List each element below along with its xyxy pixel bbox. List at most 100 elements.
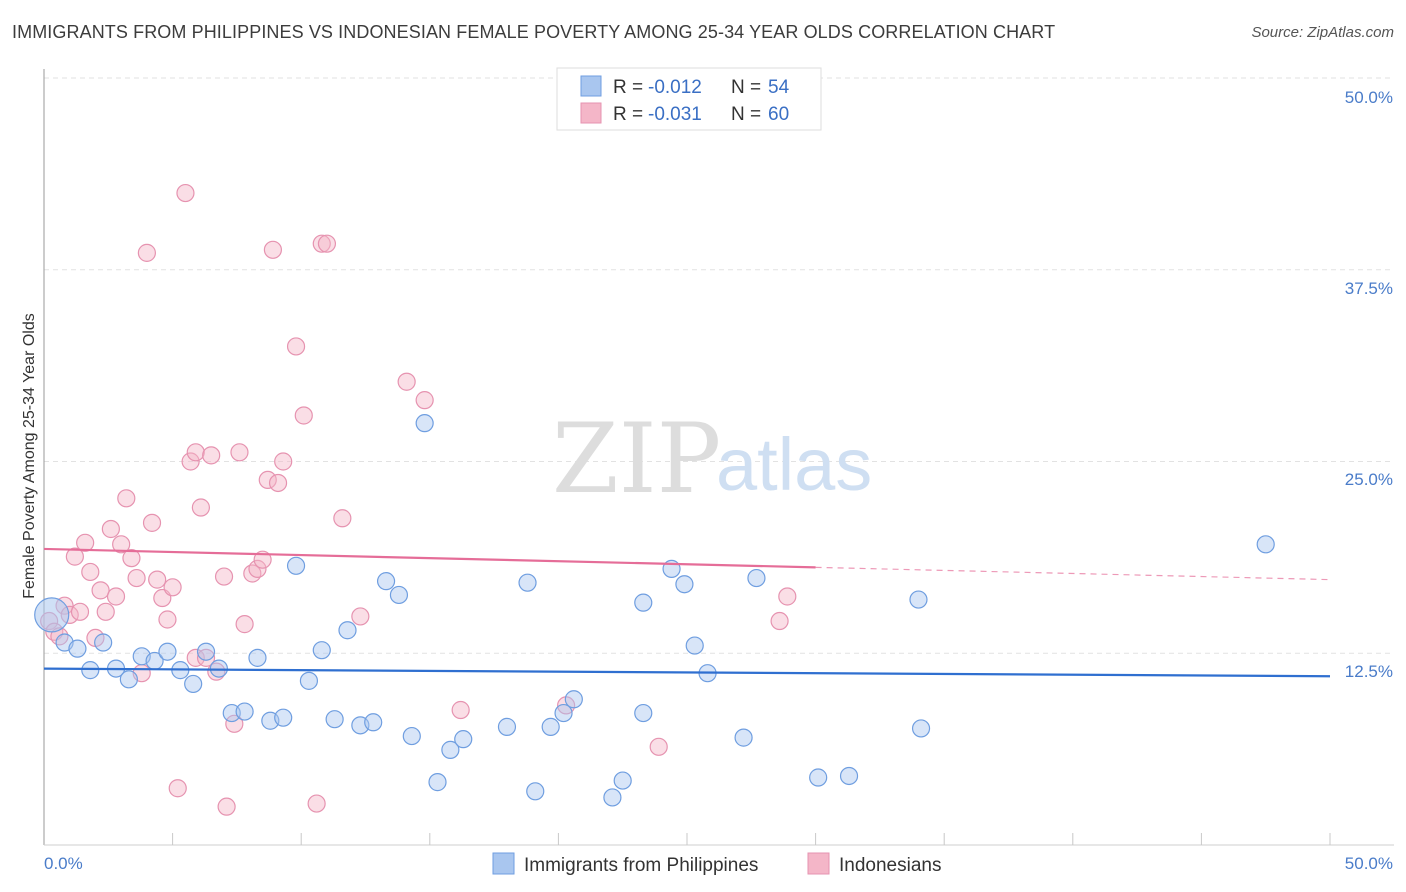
indonesians-trend-extension: [815, 566, 1331, 581]
indonesians-point: [253, 550, 272, 569]
philippines-trend-line: [43, 667, 1331, 678]
indonesians-point: [268, 473, 288, 493]
philippines-point: [603, 788, 622, 807]
stats-box: R = -0.012 N = 54 R = -0.031 N = 60: [556, 67, 822, 131]
source-credit: Source: ZipAtlas.com: [1251, 24, 1394, 41]
philippines-point: [554, 703, 573, 723]
philippines-point: [286, 556, 306, 575]
indonesians-point: [168, 779, 187, 798]
indonesians-point: [202, 446, 221, 465]
indonesians-point: [148, 570, 167, 589]
legend-swatch-philippines: [492, 852, 515, 875]
indonesians-point: [122, 549, 141, 568]
axes: [43, 69, 1394, 846]
indonesians-point: [106, 587, 126, 606]
indonesians-point: [112, 535, 131, 554]
indonesians-point: [137, 243, 156, 262]
philippines-point: [747, 568, 766, 588]
philippines-point: [911, 719, 931, 738]
indonesians-point: [351, 607, 370, 626]
indonesians-point: [770, 611, 789, 631]
watermark-zip: ZIP: [552, 403, 721, 515]
indonesians-trend-line: [43, 547, 816, 569]
indonesians-point: [127, 568, 146, 588]
philippines-point: [1256, 535, 1275, 554]
indonesians-point: [142, 513, 162, 532]
stats-r-label-blue: R =: [613, 77, 643, 98]
legend-label-indonesians: Indonesians: [839, 855, 941, 876]
indonesians-point: [186, 443, 205, 462]
stats-r-value-pink: -0.031: [648, 104, 702, 125]
indonesians-point: [70, 602, 90, 621]
y-tick-label-37-5: 37.5%: [1345, 279, 1393, 298]
indonesians-point: [415, 391, 434, 410]
philippines-point: [68, 639, 87, 658]
y-axis-label: Female Poverty Among 25-34 Year Olds: [21, 313, 38, 599]
philippines-point: [734, 728, 753, 747]
philippines-point: [454, 730, 473, 749]
philippines-point: [235, 702, 254, 721]
indonesians-point: [191, 498, 210, 517]
philippines-point: [526, 782, 545, 801]
legend: Immigrants from Philippines Indonesians: [492, 852, 941, 876]
philippines-point: [196, 642, 216, 661]
philippines-point: [675, 575, 694, 594]
indonesians-point: [196, 648, 216, 667]
philippines-points: [34, 414, 1275, 807]
philippines-point: [325, 710, 344, 729]
philippines-point: [839, 766, 859, 786]
philippines-point: [94, 633, 113, 652]
indonesians-point: [286, 337, 306, 356]
philippines-point: [376, 572, 396, 591]
philippines-point: [541, 717, 560, 736]
indonesians-point: [91, 581, 110, 600]
indonesians-point: [274, 452, 293, 471]
indonesians-point: [181, 452, 200, 471]
y-tick-labels: 12.5% 25.0% 37.5% 50.0%: [1345, 88, 1393, 681]
indonesians-point: [117, 489, 136, 508]
philippines-point: [402, 726, 421, 746]
legend-swatch-indonesians: [807, 852, 830, 875]
indonesians-point: [294, 406, 313, 425]
philippines-point: [415, 414, 434, 433]
philippines-point: [518, 573, 537, 592]
philippines-point: [685, 636, 704, 655]
indonesians-point: [263, 240, 283, 259]
indonesians-point: [214, 567, 234, 586]
stats-n-value-pink: 60: [768, 104, 789, 125]
indonesians-point: [176, 183, 195, 203]
indonesians-point: [333, 509, 352, 528]
indonesians-point: [81, 562, 100, 582]
philippines-point: [441, 740, 460, 759]
philippines-point: [613, 771, 632, 790]
philippines-point: [119, 670, 138, 689]
gridlines: [44, 77, 1394, 654]
watermark-atlas: atlas: [716, 423, 872, 506]
philippines-point: [338, 621, 357, 640]
indonesians-point: [230, 443, 249, 462]
indonesians-point: [217, 797, 236, 816]
chart-title: IMMIGRANTS FROM PHILIPPINES VS INDONESIA…: [12, 22, 1056, 42]
stats-swatch-pink: [580, 102, 602, 124]
indonesians-point: [158, 610, 177, 629]
stats-swatch-blue: [580, 75, 602, 97]
y-tick-label-12-5: 12.5%: [1345, 662, 1393, 681]
philippines-point: [428, 773, 447, 792]
indonesians-point: [76, 533, 95, 552]
philippines-point: [248, 648, 267, 667]
philippines-point: [299, 671, 319, 690]
indonesians-point: [65, 547, 84, 566]
legend-label-philippines: Immigrants from Philippines: [524, 855, 758, 876]
indonesians-point: [163, 578, 182, 597]
philippines-point: [389, 585, 409, 605]
philippines-point: [809, 768, 828, 787]
x-tick-label-0: 0.0%: [44, 854, 83, 873]
philippines-point: [634, 703, 653, 723]
indonesians-point: [235, 615, 254, 634]
indonesians-point: [649, 737, 668, 756]
indonesians-point: [186, 648, 205, 667]
philippines-point: [497, 717, 517, 736]
philippines-point: [81, 661, 100, 680]
indonesians-point: [317, 234, 337, 253]
philippines-point: [312, 641, 331, 660]
